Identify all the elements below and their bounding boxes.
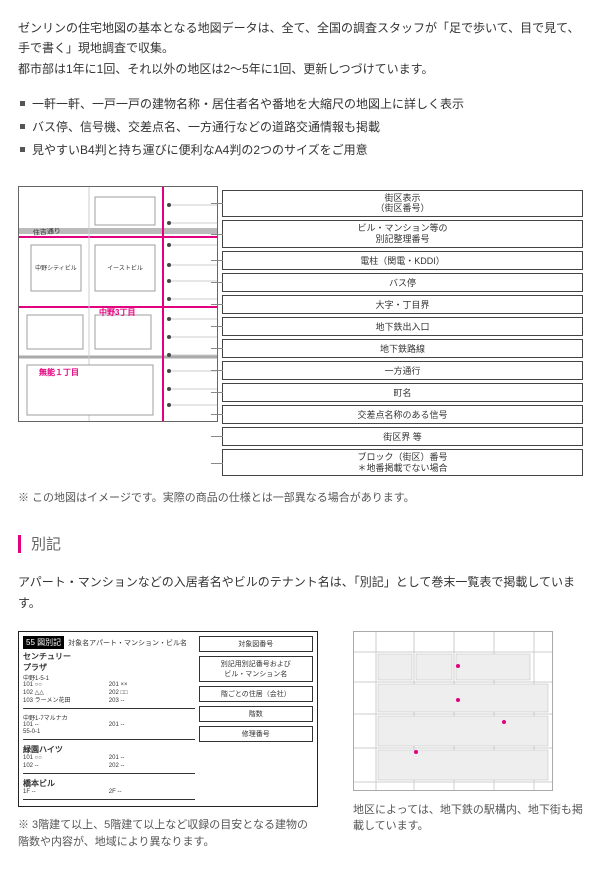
legend-item: ビル・マンション等の別記整理番号 [222, 220, 583, 248]
accent-bar [18, 535, 21, 553]
feature-item: 一軒一軒、一戸一戸の建物名称・居住者名や番地を大縮尺の地図上に詳しく表示 [18, 93, 583, 116]
intro-line2: 都市部は1年に1回、それ以外の地区は2〜5年に1回、更新しつづけています。 [18, 62, 433, 76]
svg-text:中野シティビル: 中野シティビル [35, 264, 77, 272]
bekki-box: 55 図別記対象名アパート・マンション・ビル名センチュリープラザ中野1-5-11… [18, 631, 318, 806]
map-figure-row: 中野シティビルイーストビル住吉通り中野3丁目無能１丁目 街区表示（街区番号）ビル… [18, 186, 583, 480]
underground-note: 地区によっては、地下鉄の駅構内、地下街も掲載しています。 [353, 801, 583, 833]
map-image: 中野シティビルイーストビル住吉通り中野3丁目無能１丁目 [18, 186, 218, 422]
map-svg: 中野シティビルイーストビル住吉通り中野3丁目無能１丁目 [18, 186, 218, 422]
legend-item: 町名 [222, 383, 583, 402]
underground-map-svg [353, 631, 553, 791]
intro-block: ゼンリンの住宅地図の基本となる地図データは、全て、全国の調査スタッフが「足で歩い… [18, 18, 583, 79]
legend-item: 大字・丁目界 [222, 295, 583, 314]
map-legend-column: 街区表示（街区番号）ビル・マンション等の別記整理番号電柱（関電・KDDI） バス停… [218, 186, 583, 480]
svg-text:中野3丁目: 中野3丁目 [99, 307, 135, 317]
legend-item: 電柱（関電・KDDI） [222, 251, 583, 270]
feature-item: バス停、信号機、交差点名、一方通行などの道路交通情報も掲載 [18, 116, 583, 139]
legend-item: バス停 [222, 273, 583, 292]
bekki-right-col: 地区によっては、地下鉄の駅構内、地下街も掲載しています。 [353, 631, 583, 833]
legend-item: ブロック（街区）番号＊地番掲載でない場合 [222, 449, 583, 477]
intro-line1: ゼンリンの住宅地図の基本となる地図データは、全て、全国の調査スタッフが「足で歩い… [18, 21, 579, 55]
bekki-heading: 別記 [18, 533, 583, 554]
bekki-two-column: 55 図別記対象名アパート・マンション・ビル名センチュリープラザ中野1-5-11… [18, 631, 583, 852]
svg-text:イーストビル: イーストビル [107, 264, 143, 272]
feature-item: 見やすいB4判と持ち運びに便利なA4判の2つのサイズをご用意 [18, 139, 583, 162]
legend-item: 一方通行 [222, 361, 583, 380]
legend-item: 街区表示（街区番号） [222, 190, 583, 218]
legend-item: 交差点名称のある信号 [222, 405, 583, 424]
bekki-left-col: 55 図別記対象名アパート・マンション・ビル名センチュリープラザ中野1-5-11… [18, 631, 318, 852]
legend-item: 街区界 等 [222, 427, 583, 446]
features-list: 一軒一軒、一戸一戸の建物名称・居住者名や番地を大縮尺の地図上に詳しく表示バス停、… [18, 93, 583, 161]
map-note: ※ この地図はイメージです。実際の商品の仕様とは一部異なる場合があります。 [18, 489, 583, 505]
bekki-left-note: ※ 3階建て以上、5階建て以上など収録の目安となる建物の階数や内容が、地域により… [18, 817, 318, 852]
bekki-description: アパート・マンションなどの入居者名やビルのテナント名は、「別記」として巻末一覧表… [18, 572, 583, 613]
legend-item: 地下鉄路線 [222, 339, 583, 358]
bekki-heading-text: 別記 [31, 533, 61, 554]
svg-text:無能１丁目: 無能１丁目 [39, 367, 79, 377]
legend-item: 地下鉄出入口 [222, 317, 583, 336]
